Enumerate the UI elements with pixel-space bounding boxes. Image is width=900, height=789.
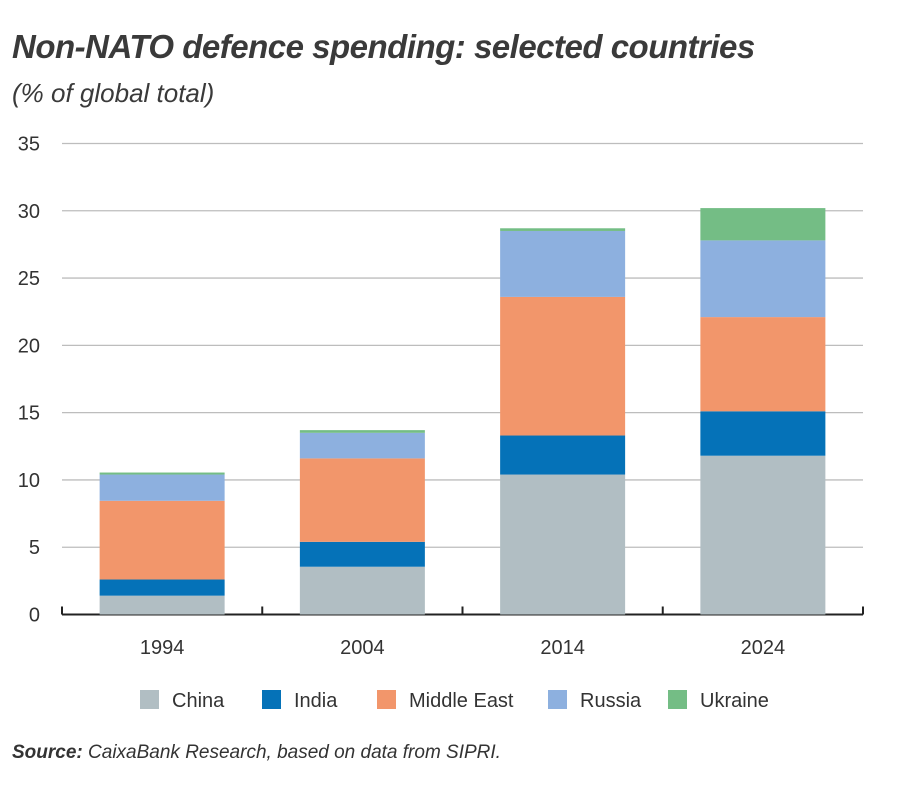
legend-label: Russia [580,690,642,712]
bar-segment-middle-east-2024 [700,317,826,412]
legend-swatch-india [262,690,281,709]
bar-segment-ukraine-1994 [99,472,225,475]
legend-label: Ukraine [700,690,769,712]
x-tick-label: 2014 [540,637,585,659]
legend-swatch-russia [548,690,567,709]
y-tick-label: 0 [29,605,40,627]
bar-segment-middle-east-2004 [299,458,425,542]
y-tick-label: 5 [29,537,40,559]
bar-segment-china-2014 [500,474,626,615]
x-tick-label: 2024 [741,637,786,659]
y-tick-label: 25 [18,268,40,290]
bar-segment-middle-east-2014 [500,296,626,436]
bar-segment-india-1994 [99,579,225,596]
bar-segment-ukraine-2004 [299,430,425,433]
bar-segment-india-2004 [299,541,425,567]
bar-segment-russia-2014 [500,230,626,297]
legend-label: India [294,690,338,712]
source-label: Source: [12,742,83,763]
x-tick-label: 2004 [340,637,385,659]
source-note: Source: CaixaBank Research, based on dat… [12,742,501,764]
bar-segment-china-1994 [99,595,225,615]
legend-swatch-middle-east [377,690,396,709]
bar-segment-china-2024 [700,455,826,615]
chart-title: Non-NATO defence spending: selected coun… [12,28,755,65]
bar-segment-middle-east-1994 [99,500,225,580]
bar-segment-ukraine-2014 [500,228,626,231]
bar-segment-russia-2024 [700,240,826,318]
bar-segment-russia-1994 [99,474,225,501]
chart-subtitle: (% of global total) [12,78,215,108]
bar-segment-russia-2004 [299,432,425,459]
bar-segment-china-2004 [299,566,425,615]
legend-swatch-china [140,690,159,709]
source-text: CaixaBank Research, based on data from S… [82,742,501,763]
x-tick-label: 1994 [140,637,185,659]
legend-label: Middle East [409,690,514,712]
y-tick-label: 15 [18,403,40,425]
bar-segment-ukraine-2024 [700,208,826,241]
bar-segment-india-2024 [700,411,826,456]
bar-segment-india-2014 [500,435,626,475]
y-tick-label: 20 [18,335,40,357]
legend-swatch-ukraine [668,690,687,709]
y-tick-label: 30 [18,201,40,223]
y-tick-label: 35 [18,134,40,156]
legend-label: China [172,690,225,712]
y-tick-label: 10 [18,470,40,492]
